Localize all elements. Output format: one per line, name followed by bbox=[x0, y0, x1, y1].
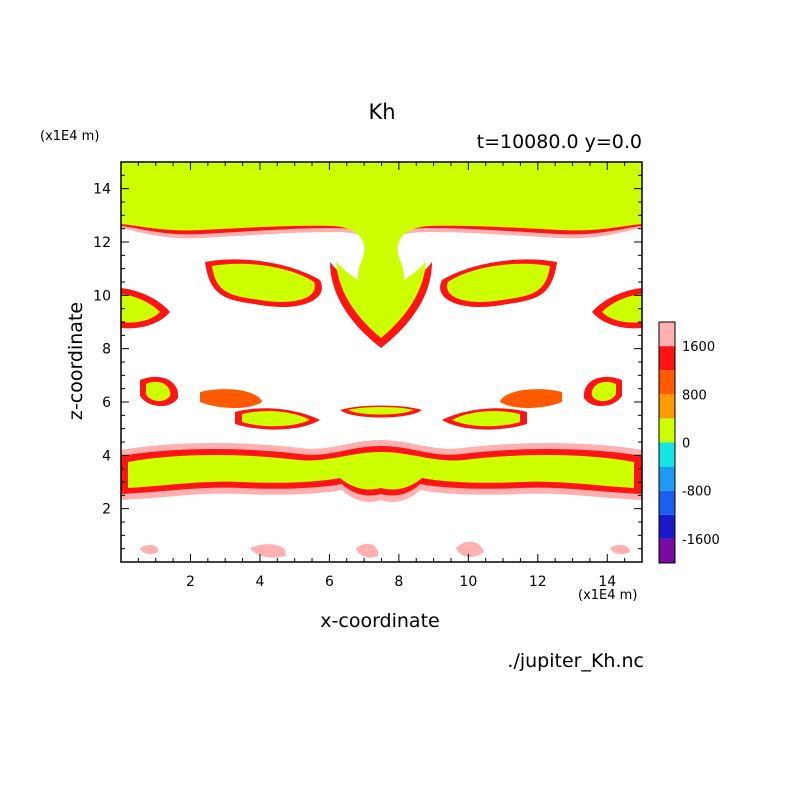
x-tick-label: 4 bbox=[255, 574, 264, 590]
x-axis-label: x-coordinate bbox=[320, 610, 440, 632]
colorbar-segment bbox=[659, 538, 675, 563]
blob-upper-right-main bbox=[447, 263, 550, 302]
blob-mid-right-c-main bbox=[452, 411, 520, 427]
chart-title: Kh bbox=[368, 100, 396, 124]
upper-layer-main bbox=[121, 162, 642, 330]
central-plume-main bbox=[336, 262, 426, 338]
blob-mid-right-a-main bbox=[591, 381, 616, 402]
kh-field bbox=[121, 162, 642, 562]
blob-mid-left-a-main bbox=[146, 381, 171, 402]
colorbar-segment bbox=[659, 466, 675, 491]
colorbar-segment bbox=[659, 346, 675, 371]
colorbar-segment bbox=[659, 394, 675, 419]
colorbar-tick-label: 800 bbox=[682, 388, 707, 403]
x-tick-label: 6 bbox=[325, 574, 334, 590]
colorbar-segment bbox=[659, 418, 675, 443]
file-label: ./jupiter_Kh.nc bbox=[507, 650, 644, 672]
blob-mid-left-b bbox=[200, 389, 262, 408]
x-axis-unit: (x1E4 m) bbox=[578, 588, 638, 603]
colorbar-tick-label: 0 bbox=[682, 437, 690, 452]
colorbar-segment bbox=[659, 514, 675, 539]
blob-bottom-5 bbox=[610, 545, 630, 555]
colorbar-tick-label: 1600 bbox=[682, 340, 715, 355]
y-tick-label: 6 bbox=[102, 395, 111, 411]
blob-bottom-4 bbox=[456, 541, 484, 557]
axes: 2 4 6 8 10 12 14 2 4 6 8 10 12 14 bbox=[93, 161, 643, 590]
blob-bottom-2 bbox=[250, 544, 286, 558]
y-tick-label: 10 bbox=[93, 288, 111, 304]
colorbar-segment bbox=[659, 370, 675, 395]
blob-bottom-1 bbox=[140, 545, 159, 555]
x-tick-label: 10 bbox=[459, 574, 477, 590]
colorbar: 1600 800 0 -800 -1600 bbox=[658, 321, 720, 564]
lower-band-main bbox=[128, 452, 634, 490]
colorbar-frame bbox=[658, 321, 676, 564]
blob-mid-left-c-main bbox=[242, 411, 310, 427]
y-tick-label: 12 bbox=[93, 235, 111, 251]
y-tick-label: 4 bbox=[102, 448, 111, 464]
colorbar-tick-label: -1600 bbox=[682, 533, 720, 548]
strip-right-z9-main bbox=[602, 294, 642, 323]
y-tick-label: 8 bbox=[102, 342, 111, 358]
blob-mid-right-b bbox=[500, 389, 562, 408]
blob-upper-left-main bbox=[212, 263, 315, 302]
x-tick-label: 14 bbox=[598, 574, 616, 590]
time-label: t=10080.0 y=0.0 bbox=[476, 131, 642, 153]
x-tick-label: 2 bbox=[186, 574, 195, 590]
x-tick-label: 12 bbox=[529, 574, 547, 590]
blob-bottom-3 bbox=[356, 543, 379, 558]
y-tick-label: 14 bbox=[93, 182, 111, 198]
colorbar-segment bbox=[659, 442, 675, 467]
colorbar-tick-label: -800 bbox=[682, 485, 712, 500]
strip-left-z9-main bbox=[121, 294, 160, 323]
y-axis-unit: (x1E4 m) bbox=[40, 129, 100, 144]
y-tick-label: 2 bbox=[102, 502, 111, 518]
x-tick-label: 8 bbox=[394, 574, 403, 590]
colorbar-segment bbox=[659, 322, 675, 347]
blob-center-mid-main bbox=[348, 407, 414, 415]
colorbar-segment bbox=[659, 490, 675, 515]
